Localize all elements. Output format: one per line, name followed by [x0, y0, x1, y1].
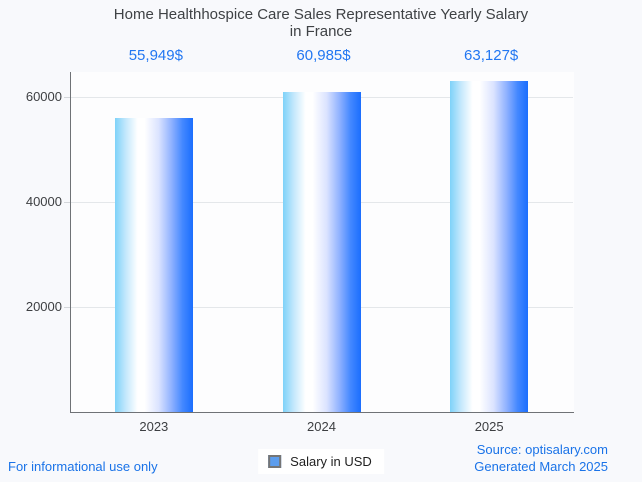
y-axis-tick — [64, 307, 70, 309]
x-axis-label: 2025 — [474, 419, 504, 434]
bar-2024[interactable] — [282, 92, 361, 412]
y-axis-label: 60000 — [25, 89, 62, 105]
y-axis-tick — [64, 202, 70, 204]
legend-marker-icon — [268, 455, 282, 468]
y-axis-label: 40000 — [25, 194, 62, 210]
generated-line: Generated March 2025 — [474, 459, 608, 474]
bar-value-label: 63,127$ — [464, 47, 519, 64]
x-axis-label: 2024 — [307, 419, 336, 434]
chart-title-line1: Home Healthhospice Care Sales Representa… — [113, 6, 529, 23]
source-line: Source: optisalary.com — [476, 442, 608, 457]
bar-2025[interactable] — [450, 80, 529, 412]
bar-2023[interactable] — [114, 118, 193, 412]
bar-value-label: 60,985$ — [296, 47, 351, 64]
bar-value-label: 55,949$ — [128, 47, 183, 64]
chart-title-line2: in France — [289, 23, 353, 40]
legend-label: Salary in USD — [290, 454, 372, 469]
chart-title: Home Healthhospice Care Sales Representa… — [0, 6, 642, 40]
y-axis-label: 20000 — [25, 299, 62, 315]
legend: Salary in USD — [258, 449, 384, 474]
disclaimer-text: For informational use only — [8, 459, 158, 474]
x-axis-label: 2023 — [139, 419, 169, 434]
source-text: Source: optisalary.com Generated March 2… — [474, 441, 608, 475]
y-axis-tick — [64, 97, 70, 99]
